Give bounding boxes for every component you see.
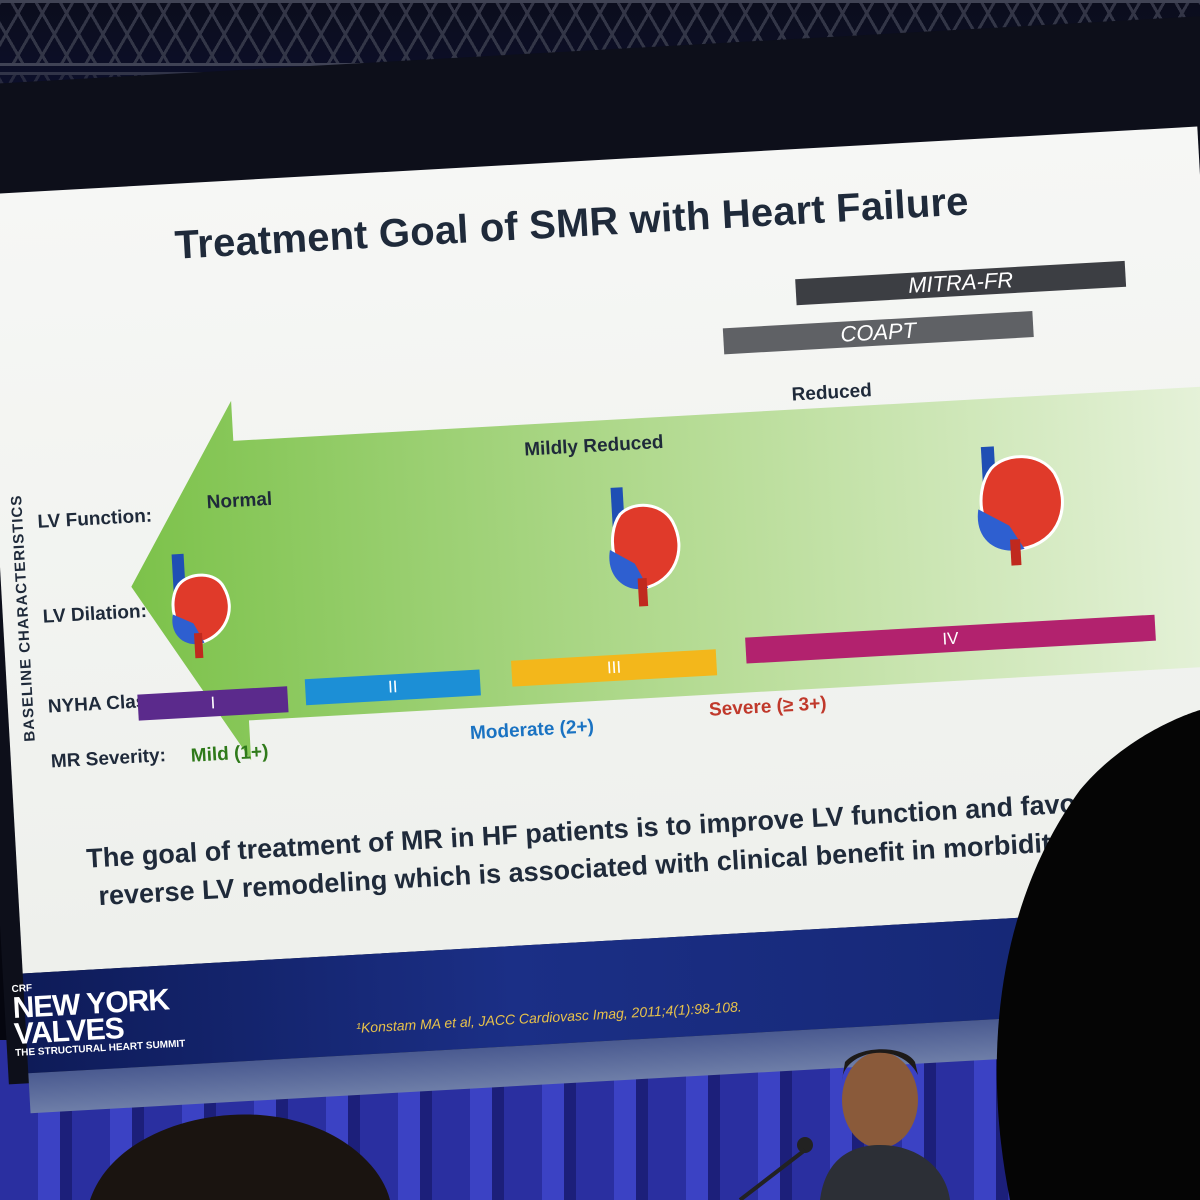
heart-normal-icon — [171, 553, 231, 659]
projection-screen: Treatment Goal of SMR with Heart Failure… — [0, 15, 1200, 1114]
progression-arrow — [131, 386, 1200, 761]
microphone-icon — [797, 1137, 813, 1153]
audience-head-left — [90, 1114, 390, 1200]
heart-mild-icon — [609, 487, 681, 607]
speaker-face — [842, 1052, 918, 1148]
microphone-stand — [738, 1148, 807, 1200]
speaker-jacket — [820, 1145, 950, 1200]
green-arrow-shape — [131, 386, 1200, 761]
foreground-head-silhouette — [996, 710, 1200, 1200]
heart-dilated-icon — [977, 446, 1064, 566]
